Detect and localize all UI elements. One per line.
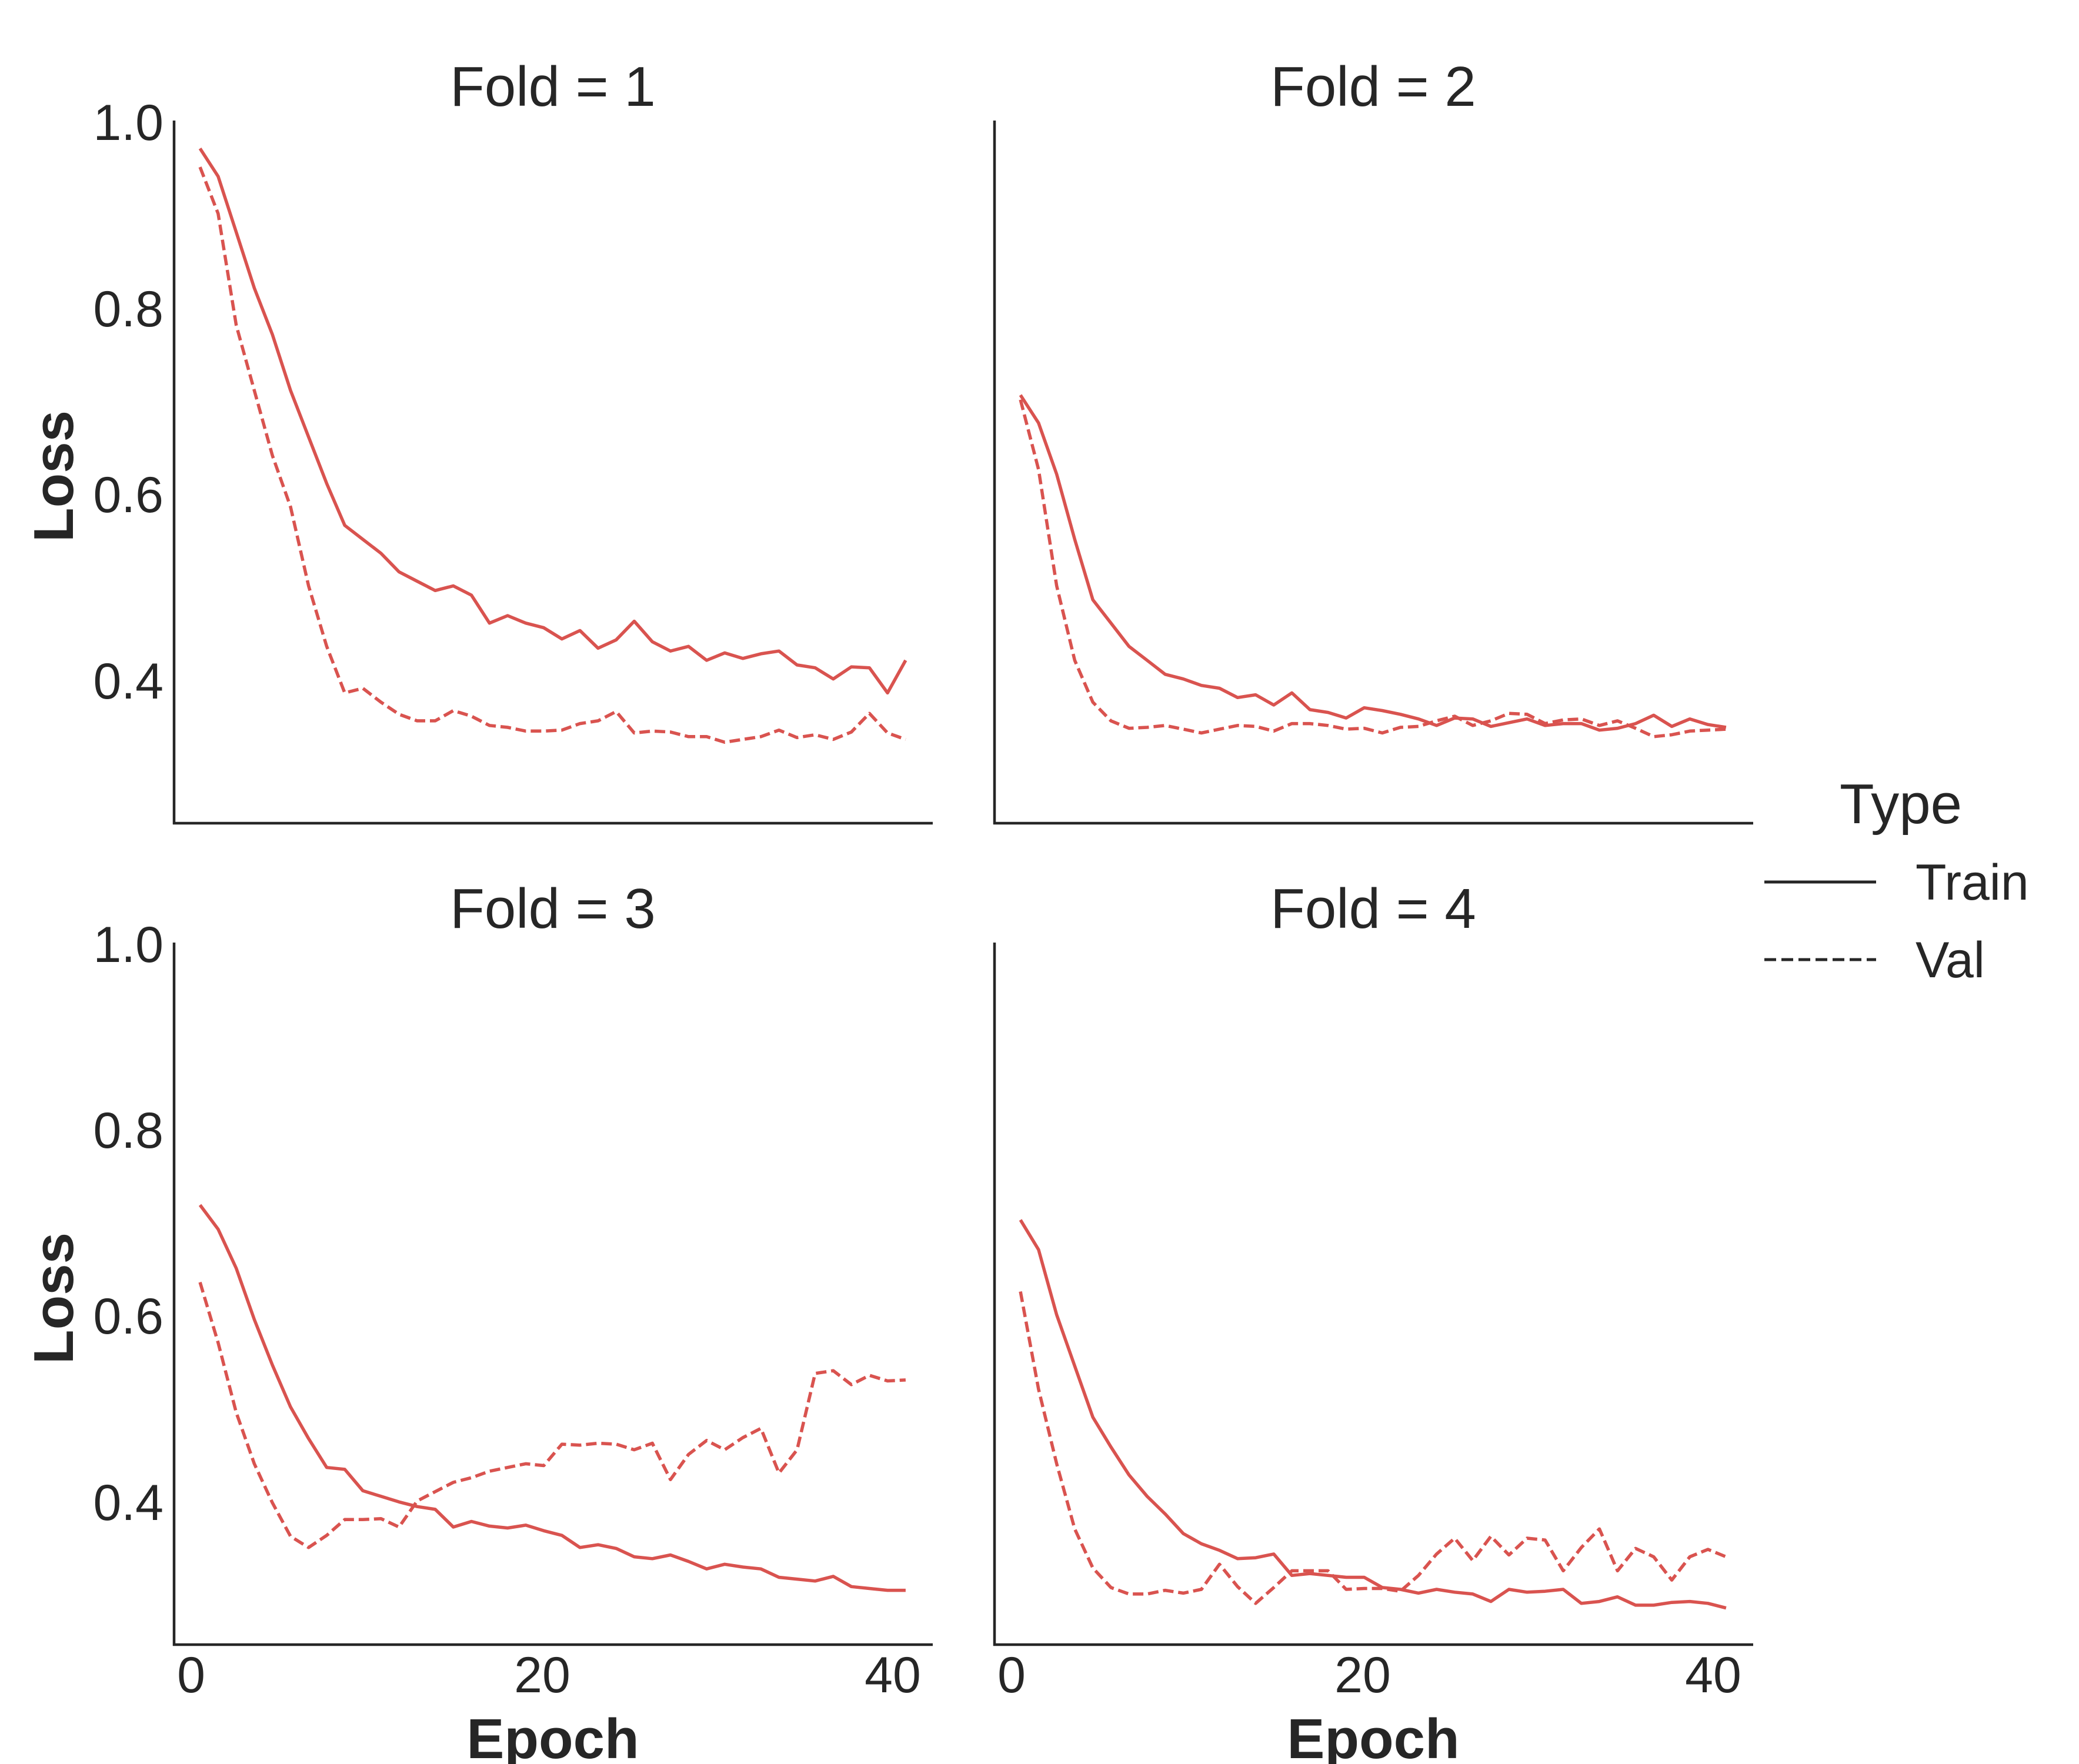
series-line-val-fold-1: [198, 166, 906, 744]
panel-2-plot-area: [1019, 394, 1727, 739]
series-line-train-fold-3: [198, 1204, 906, 1592]
panel-1-ytick-label: 1.0: [93, 95, 163, 151]
panel-3-ytick-label: 0.6: [93, 1288, 163, 1345]
series-line-val-fold-4: [1019, 1291, 1727, 1605]
panel-title-fold-3: Fold = 3: [450, 877, 656, 940]
panel-4-x-axis-label: Epoch: [1287, 1708, 1459, 1764]
panel-3-ytick-label: 0.4: [93, 1475, 163, 1531]
panel-1-y-axis-label: Loss: [22, 410, 85, 542]
series-line-val-fold-2: [1019, 399, 1727, 739]
series-line-val-fold-3: [198, 1281, 906, 1549]
series-line-train-fold-2: [1019, 394, 1727, 732]
panel-fold-1: Fold = 1 0.4 0.6 0.8 1.0 Loss: [22, 55, 933, 825]
panel-title-fold-4: Fold = 4: [1270, 877, 1476, 940]
panel-1-ytick-label: 0.6: [93, 467, 163, 523]
legend: Type Train Val: [1764, 773, 2029, 988]
panel-3-y-axis-label: Loss: [22, 1232, 85, 1364]
legend-title: Type: [1840, 773, 1962, 836]
panel-3-xtick-label: 40: [865, 1647, 921, 1703]
panel-fold-4: Fold = 4 0 20 40 Epoch: [993, 877, 1753, 1764]
panel-3-ytick-label: 0.8: [93, 1102, 163, 1159]
panel-fold-2: Fold = 2: [993, 55, 1753, 825]
panel-1-ytick-label: 0.8: [93, 281, 163, 338]
panel-4-xtick-label: 0: [997, 1647, 1026, 1703]
legend-label-val: Val: [1916, 932, 1985, 988]
legend-label-train: Train: [1916, 854, 2029, 911]
panel-title-fold-1: Fold = 1: [450, 55, 656, 118]
panel-3-x-axis-label: Epoch: [466, 1708, 639, 1764]
panel-3-plot-area: [198, 1204, 906, 1592]
panel-1-ytick-label: 0.4: [93, 653, 163, 710]
panel-4-xtick-label: 20: [1334, 1647, 1391, 1703]
panel-4-plot-area: [1019, 1219, 1727, 1610]
panel-1-plot-area: [198, 148, 907, 744]
panel-3-xtick-label: 0: [177, 1647, 205, 1703]
panel-title-fold-2: Fold = 2: [1270, 55, 1476, 118]
series-line-train-fold-1: [198, 148, 907, 695]
panel-3-xtick-label: 20: [514, 1647, 570, 1703]
series-line-train-fold-4: [1019, 1219, 1727, 1610]
panel-4-xtick-label: 40: [1685, 1647, 1741, 1703]
panel-3-ytick-label: 1.0: [93, 917, 163, 973]
panel-fold-3: Fold = 3 0.4 0.6 0.8 1.0 Loss 0 20 40 Ep…: [22, 877, 933, 1764]
